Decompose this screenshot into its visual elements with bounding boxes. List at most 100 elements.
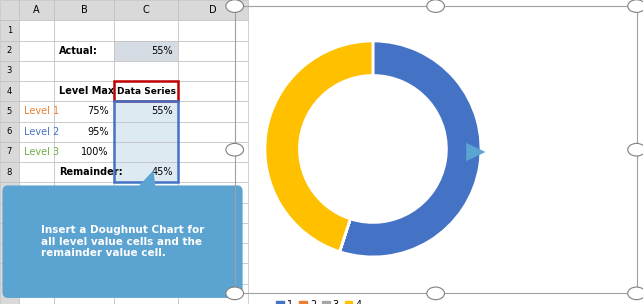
Bar (178, 101, 248, 122)
Bar (19, 20, 55, 40)
Bar (114, 61, 178, 81)
Circle shape (226, 143, 244, 156)
Bar (178, 81, 248, 101)
Bar (0, 243, 19, 264)
Bar (178, 20, 248, 40)
Text: 10: 10 (4, 208, 15, 217)
Bar (19, 203, 55, 223)
Bar (0, 0, 19, 20)
Bar (0, 101, 19, 122)
Bar (0, 122, 19, 142)
Text: 3: 3 (6, 67, 12, 75)
Bar (0, 40, 19, 61)
Bar (114, 162, 178, 182)
Bar (178, 142, 248, 162)
Bar (114, 40, 178, 61)
Bar (55, 223, 114, 243)
Bar (55, 264, 114, 284)
Bar (114, 203, 178, 223)
Wedge shape (340, 219, 350, 252)
Text: 45%: 45% (152, 167, 174, 177)
Bar (19, 182, 55, 203)
Bar (178, 284, 248, 304)
Text: 8: 8 (6, 168, 12, 177)
Bar (55, 61, 114, 81)
Bar (178, 122, 248, 142)
Bar (19, 284, 55, 304)
Text: 9: 9 (6, 188, 12, 197)
Circle shape (427, 0, 444, 12)
Wedge shape (340, 41, 481, 257)
Bar (178, 243, 248, 264)
Text: Level 1: Level 1 (24, 106, 59, 116)
FancyBboxPatch shape (3, 185, 242, 298)
Bar (114, 101, 178, 182)
Bar (114, 182, 178, 203)
Legend: 1, 2, 3, 4: 1, 2, 3, 4 (273, 296, 365, 304)
Text: 75%: 75% (87, 106, 109, 116)
Bar (178, 203, 248, 223)
Bar (0, 61, 19, 81)
Bar (114, 20, 178, 40)
Bar (178, 0, 248, 20)
Wedge shape (265, 41, 373, 252)
Bar (178, 264, 248, 284)
Bar (19, 0, 55, 20)
Circle shape (226, 287, 244, 300)
Circle shape (628, 287, 643, 300)
Bar (178, 61, 248, 81)
Text: 55%: 55% (152, 106, 174, 116)
Bar (55, 0, 114, 20)
Bar (0, 81, 19, 101)
Bar (114, 284, 178, 304)
Text: Actual:: Actual: (59, 46, 98, 56)
Bar (114, 101, 178, 122)
Bar (19, 101, 55, 122)
Text: A: A (33, 5, 40, 15)
Bar (114, 264, 178, 284)
Wedge shape (340, 219, 350, 252)
Text: Level 2: Level 2 (24, 127, 59, 137)
Text: 13: 13 (4, 269, 15, 278)
Bar (178, 162, 248, 182)
Circle shape (226, 0, 244, 12)
Text: B: B (81, 5, 87, 15)
Text: 2: 2 (6, 46, 12, 55)
Bar (55, 162, 114, 182)
Bar (0, 142, 19, 162)
Bar (114, 0, 178, 20)
Text: C: C (143, 5, 149, 15)
Bar (55, 20, 114, 40)
Bar (55, 142, 114, 162)
Bar (55, 182, 114, 203)
Bar (19, 243, 55, 264)
Bar (114, 142, 178, 162)
Bar (55, 122, 114, 142)
Bar (19, 81, 55, 101)
Text: The bars for the
blank cells will
NOT be displayed
on the chart.: The bars for the blank cells will NOT be… (509, 129, 613, 181)
Bar (55, 81, 114, 101)
Polygon shape (134, 170, 156, 192)
Text: Level Max: Level Max (59, 86, 114, 96)
Text: 100%: 100% (82, 147, 109, 157)
Bar (178, 182, 248, 203)
Text: Remainder:: Remainder: (59, 167, 123, 177)
Bar (19, 264, 55, 284)
Bar (19, 122, 55, 142)
Text: 5: 5 (6, 107, 12, 116)
Bar (19, 61, 55, 81)
Bar (55, 101, 114, 122)
Bar (0, 264, 19, 284)
Bar (0, 223, 19, 243)
Bar (114, 122, 178, 142)
Bar (178, 40, 248, 61)
Bar (55, 203, 114, 223)
Bar (19, 162, 55, 182)
Text: 4: 4 (6, 87, 12, 96)
Text: Data Series: Data Series (116, 87, 176, 96)
Text: 95%: 95% (87, 127, 109, 137)
Text: 14: 14 (4, 289, 15, 298)
Bar (0, 182, 19, 203)
Bar (0, 20, 19, 40)
Circle shape (628, 0, 643, 12)
